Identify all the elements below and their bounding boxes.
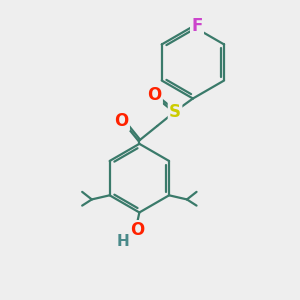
Text: O: O — [130, 221, 145, 239]
Text: O: O — [147, 86, 162, 104]
Text: H: H — [116, 234, 129, 249]
Text: S: S — [169, 103, 181, 121]
Text: F: F — [191, 17, 203, 35]
Text: O: O — [114, 112, 129, 130]
